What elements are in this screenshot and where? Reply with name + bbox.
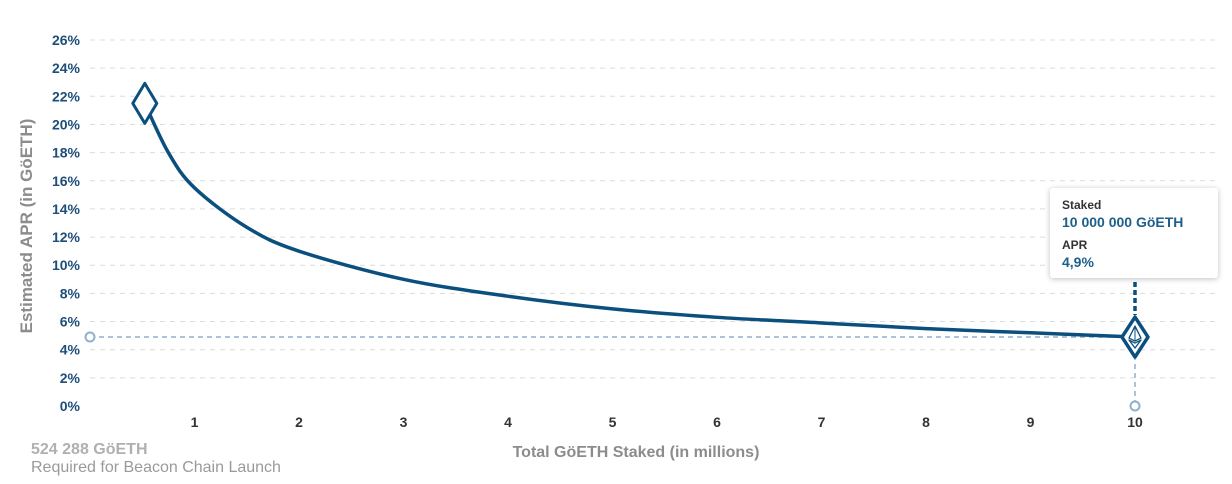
- y-tick-label: 18%: [52, 145, 81, 161]
- apr-curve-series: [143, 101, 1137, 339]
- y-axis-label: Estimated APR (in GöETH): [17, 119, 36, 334]
- y-tick-label: 4%: [60, 342, 81, 358]
- y-tick-label: 26%: [52, 32, 81, 48]
- x-tick-label: 2: [295, 414, 303, 430]
- y-tick-label: 0%: [60, 398, 81, 414]
- x-tick-label: 10: [1127, 414, 1143, 430]
- tooltip-apr-label: APR: [1062, 238, 1088, 252]
- y-axis-guide-dot: [84, 331, 96, 343]
- launch-requirement-note: 524 288 GöETH Required for Beacon Chain …: [31, 441, 281, 477]
- x-axis-guide-dot: [1129, 400, 1141, 412]
- y-tick-label: 24%: [52, 60, 81, 76]
- y-tick-label: 2%: [60, 370, 81, 386]
- y-tick-label: 6%: [60, 314, 81, 330]
- hover-tooltip: Staked 10 000 000 GöETH APR 4,9%: [1050, 188, 1218, 278]
- x-tick-label: 7: [818, 414, 826, 430]
- tooltip-staked-label: Staked: [1062, 198, 1102, 212]
- ethereum-icon: [1128, 325, 1142, 349]
- x-axis-ticks: 1 2 3 4 5 6 7 8 9 10: [191, 414, 1143, 430]
- x-tick-label: 6: [713, 414, 721, 430]
- x-axis-label: Total GöETH Staked (in millions): [513, 444, 760, 461]
- y-tick-label: 8%: [60, 285, 81, 301]
- x-tick-label: 9: [1027, 414, 1035, 430]
- x-tick-label: 5: [609, 414, 617, 430]
- x-tick-label: 4: [504, 414, 512, 430]
- launch-requirement-caption: Required for Beacon Chain Launch: [31, 459, 281, 476]
- y-axis-ticks: 0% 2% 4% 6% 8% 10% 12% 14% 16% 18% 20% 22% 24% 26%: [52, 32, 81, 414]
- y-tick-label: 22%: [52, 88, 81, 104]
- start-diamond-marker: [131, 81, 159, 125]
- tooltip-staked-value: 10 000 000 GöETH: [1062, 214, 1184, 230]
- y-tick-label: 20%: [52, 116, 81, 132]
- grid-lines: [90, 39, 1218, 379]
- x-tick-label: 1: [191, 414, 199, 430]
- x-tick-label: 8: [922, 414, 930, 430]
- y-tick-label: 10%: [52, 257, 81, 273]
- y-tick-label: 16%: [52, 173, 81, 189]
- y-tick-label: 12%: [52, 229, 81, 245]
- launch-requirement-amount: 524 288 GöETH: [31, 441, 148, 458]
- chart-markers: [131, 81, 1150, 359]
- x-tick-label: 3: [400, 414, 408, 430]
- highlight-guides: [84, 282, 1141, 412]
- y-tick-label: 14%: [52, 201, 81, 217]
- tooltip-apr-value: 4,9%: [1062, 254, 1094, 270]
